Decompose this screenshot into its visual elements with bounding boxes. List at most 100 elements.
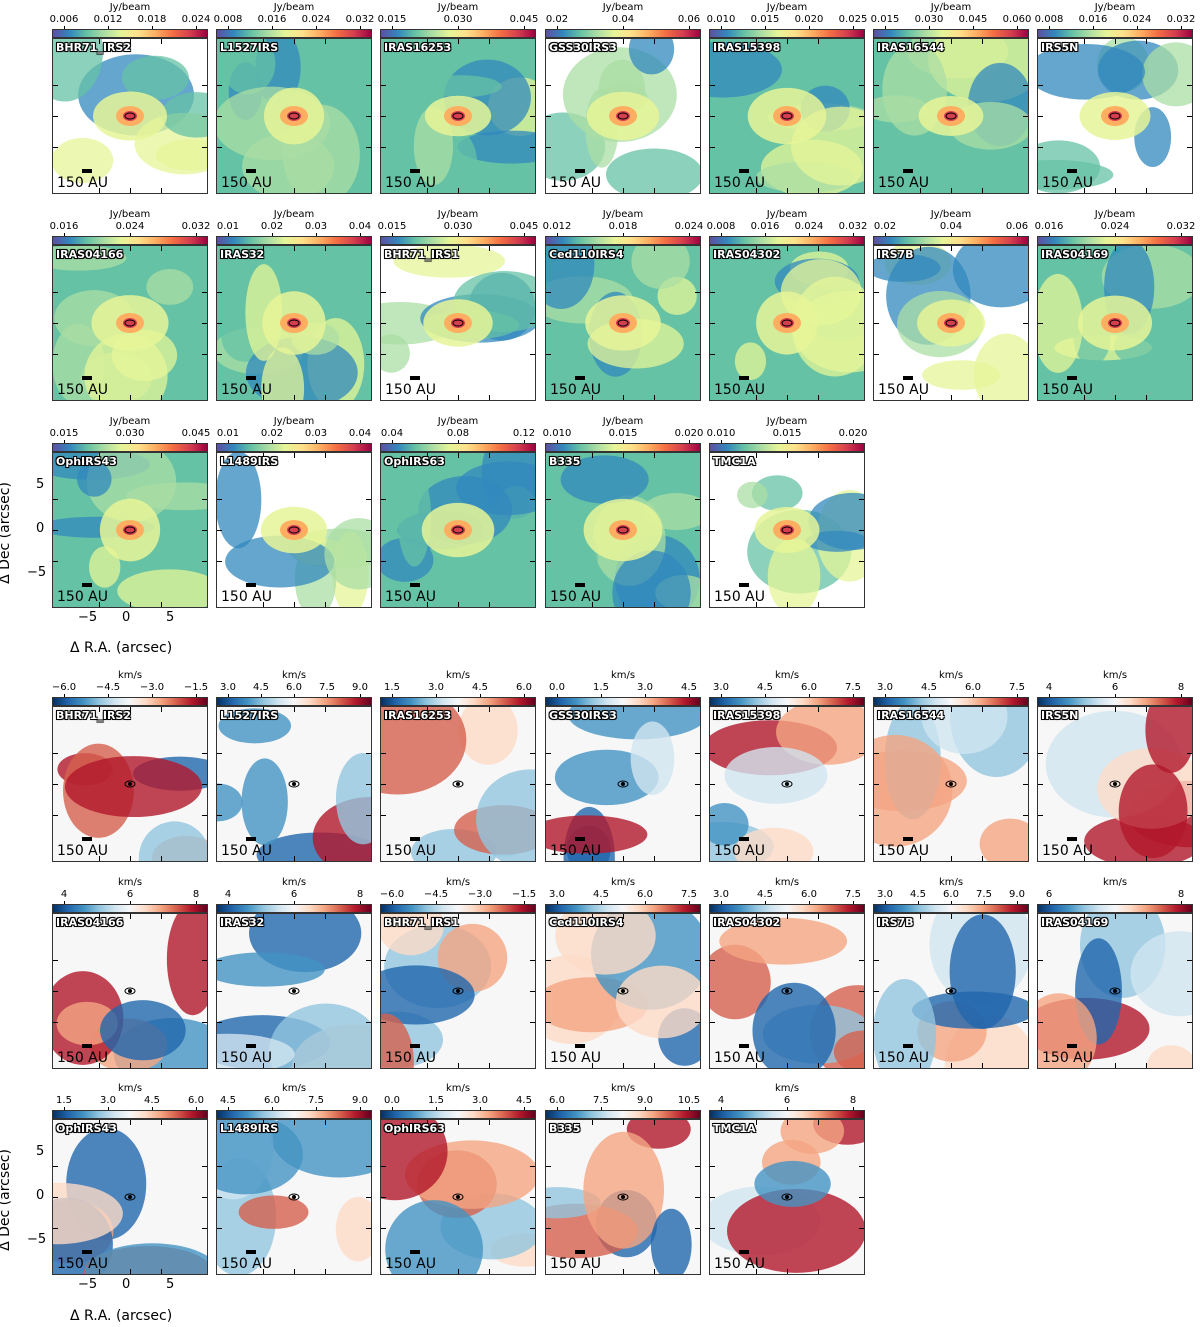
velocity-cbar-tickmark (984, 901, 985, 904)
intensity-cbar-tick: 0.02 (260, 221, 284, 232)
velocity-map-image (53, 707, 207, 861)
intensity-source-label: IRAS16253 (384, 41, 452, 54)
velocity-axis-tick (99, 1120, 100, 1125)
intensity-cbar-tickmark (1093, 26, 1094, 29)
intensity-cbar-unit: Jy/beam (602, 209, 644, 220)
velocity-axis-tick (325, 1269, 326, 1274)
intensity-scale-bar (1067, 169, 1077, 173)
intensity-cbar-tick: 0.010 (542, 428, 572, 439)
velocity-cbar-tickmark (645, 694, 646, 697)
velocity-cbar-tickmark (261, 694, 262, 697)
intensity-cbar-tickmark (721, 26, 722, 29)
intensity-cbar-unit: Jy/beam (273, 209, 315, 220)
velocity-map-image (217, 707, 371, 861)
velocity-cbar-tick: −6.0 (379, 889, 405, 900)
intensity-axis-tick (217, 530, 222, 531)
velocity-axis-tick (654, 856, 655, 861)
velocity-axis-tick (920, 1063, 921, 1068)
velocity-cbar-tick: 4 (717, 1095, 725, 1106)
velocity-cbar-tickmark (918, 901, 919, 904)
velocity-axis-tick (982, 914, 983, 919)
intensity-axis-tick (546, 323, 551, 324)
velocity-axis-tick (217, 1197, 222, 1198)
intensity-axis-tick (99, 395, 100, 400)
velocity-y-tick-label: 0 (36, 1188, 45, 1203)
velocity-axis-tick (695, 1022, 700, 1023)
intensity-colorbar-BHR71_IRS1 (380, 236, 536, 245)
y-axis-label-top: Δ Dec (arcsec) (0, 482, 13, 584)
velocity-axis-tick (489, 914, 490, 919)
velocity-cbar-unit: km/s (610, 877, 636, 888)
velocity-cbar-tickmark (152, 694, 153, 697)
intensity-cbar-tickmark (765, 26, 766, 29)
intensity-cbar-tickmark (360, 440, 361, 443)
y-axis-label-bottom: Δ Dec (arcsec) (0, 1149, 13, 1251)
velocity-cbar-tick: 4.5 (144, 1095, 160, 1106)
intensity-axis-tick (695, 530, 700, 531)
velocity-scale-label: 150 AU (57, 843, 108, 859)
intensity-source-label: IRS5N (1041, 41, 1079, 54)
intensity-axis-tick (99, 246, 100, 251)
intensity-scale-label: 150 AU (714, 589, 765, 605)
velocity-axis-tick (427, 856, 428, 861)
intensity-axis-tick (294, 246, 295, 251)
velocity-axis-tick (381, 784, 386, 785)
velocity-colorbar-IRAS04302 (709, 904, 865, 913)
velocity-source-label: BHR71_IRS1 (384, 916, 460, 929)
intensity-map-image (217, 453, 371, 607)
intensity-axis-tick (1084, 39, 1085, 44)
velocity-cbar-tick: 4.5 (593, 889, 609, 900)
velocity-axis-tick (1023, 753, 1028, 754)
intensity-cbar-tick: 0.04 (380, 428, 404, 439)
velocity-scale-bar (739, 1250, 749, 1254)
intensity-source-label: L1489IRS (220, 455, 279, 468)
velocity-axis-tick (366, 1166, 371, 1167)
intensity-cbar-tickmark (1017, 233, 1018, 236)
velocity-cbar-unit: km/s (774, 877, 800, 888)
velocity-scale-label: 150 AU (385, 843, 436, 859)
intensity-cbar-unit: Jy/beam (437, 2, 479, 13)
velocity-axis-tick (1187, 960, 1192, 961)
intensity-source-label: B335 (549, 455, 581, 468)
intensity-axis-tick (592, 39, 593, 44)
velocity-scale-label: 150 AU (714, 843, 765, 859)
velocity-axis-tick (530, 1166, 535, 1167)
velocity-axis-tick (787, 707, 788, 712)
intensity-cbar-tickmark (272, 26, 273, 29)
velocity-cbar-unit: km/s (445, 670, 471, 681)
velocity-axis-tick (951, 914, 952, 919)
velocity-cbar-tick: 9.0 (637, 1095, 653, 1106)
intensity-axis-tick (530, 354, 535, 355)
intensity-cbar-tick: 0.045 (509, 221, 539, 232)
intensity-panel-BHR71_IRS1: BHR71_IRS1 150 AU (380, 245, 536, 401)
intensity-map-image (53, 39, 207, 193)
velocity-axis-tick (202, 960, 207, 961)
velocity-axis-tick (53, 1166, 58, 1167)
intensity-axis-tick (695, 85, 700, 86)
velocity-colorbar-IRAS16544 (873, 697, 1029, 706)
intensity-axis-tick (366, 85, 371, 86)
intensity-map-image (53, 453, 207, 607)
intensity-colorbar-IRAS32 (216, 236, 372, 245)
intensity-cbar-tick: 0.030 (443, 221, 473, 232)
velocity-cbar-tickmark (294, 901, 295, 904)
velocity-cbar-tickmark (787, 1107, 788, 1110)
velocity-axis-tick (1038, 1022, 1043, 1023)
intensity-map-image (546, 39, 700, 193)
intensity-panel-GSS30IRS3: GSS30IRS3 150 AU (545, 38, 701, 194)
intensity-scale-bar (246, 583, 256, 587)
velocity-axis-tick (489, 1063, 490, 1068)
velocity-axis-tick (458, 1269, 459, 1274)
velocity-axis-tick (366, 815, 371, 816)
velocity-scale-bar (246, 837, 256, 841)
velocity-axis-tick (427, 914, 428, 919)
intensity-cbar-unit: Jy/beam (602, 2, 644, 13)
intensity-axis-tick (982, 39, 983, 44)
velocity-axis-tick (161, 707, 162, 712)
velocity-source-label: IRAS15398 (713, 709, 781, 722)
intensity-colorbar-OphIRS43 (52, 443, 208, 452)
velocity-axis-tick (294, 1063, 295, 1068)
intensity-axis-tick (1038, 354, 1043, 355)
intensity-axis-tick (381, 561, 386, 562)
velocity-scale-label: 150 AU (878, 1050, 929, 1066)
